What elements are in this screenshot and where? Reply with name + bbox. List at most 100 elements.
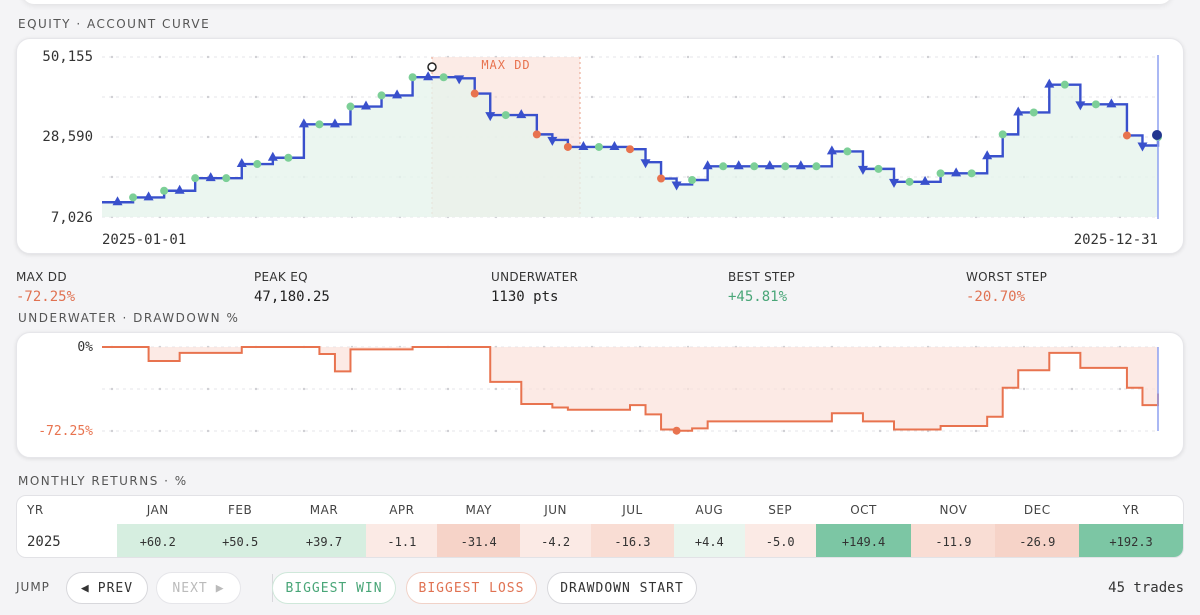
win-trade-marker[interactable] <box>501 111 510 120</box>
buy-marker[interactable] <box>826 145 837 155</box>
monthly-header-row: YR JAN FEB MAR APR MAY JUN JUL AUG SEP OCT NOV DEC YR <box>17 496 1183 524</box>
buy-marker[interactable] <box>361 100 371 110</box>
sell-marker[interactable] <box>547 136 558 146</box>
grid-dot <box>302 55 306 59</box>
sell-marker[interactable] <box>857 165 868 175</box>
win-trade-marker[interactable] <box>1029 108 1038 117</box>
month-header-dec: DEC <box>1023 503 1051 517</box>
stat-underwater: UNDERWATER 1130 pts <box>491 270 578 305</box>
buy-marker[interactable] <box>112 196 123 206</box>
win-trade-marker[interactable] <box>936 169 945 178</box>
grid-dot <box>974 55 978 59</box>
buy-marker[interactable] <box>516 109 527 119</box>
grid-dot <box>302 429 306 433</box>
buy-marker[interactable] <box>423 71 434 81</box>
buy-marker[interactable] <box>1106 98 1117 108</box>
grid-dot <box>206 387 210 391</box>
sell-marker[interactable] <box>889 178 899 188</box>
loss-trade-marker[interactable] <box>657 174 666 183</box>
buy-marker[interactable] <box>143 191 154 201</box>
peak-marker[interactable] <box>427 62 437 72</box>
win-trade-marker[interactable] <box>160 186 169 195</box>
win-trade-marker[interactable] <box>315 120 324 129</box>
win-trade-marker[interactable] <box>222 174 231 183</box>
win-trade-marker[interactable] <box>874 164 883 173</box>
win-trade-marker[interactable] <box>781 162 790 171</box>
grid-dot <box>110 429 114 433</box>
loss-trade-marker[interactable] <box>532 130 541 139</box>
buy-marker[interactable] <box>609 140 620 150</box>
month-header-jan: JAN <box>146 503 169 517</box>
win-trade-marker[interactable] <box>719 162 728 171</box>
sell-marker[interactable] <box>640 159 651 169</box>
buy-marker[interactable] <box>174 184 185 194</box>
buy-marker[interactable] <box>1013 106 1024 116</box>
win-trade-marker[interactable] <box>284 153 293 162</box>
stat-label: BEST STEP <box>728 270 796 284</box>
stat-value: 47,180.25 <box>254 289 330 305</box>
buy-marker[interactable] <box>920 175 931 185</box>
grid-dot <box>158 175 162 179</box>
sell-marker[interactable] <box>454 75 465 85</box>
buy-marker[interactable] <box>951 167 962 177</box>
month-return-cell: -31.4 <box>437 524 521 557</box>
buy-marker[interactable] <box>764 160 775 170</box>
month-return-cell: +4.4 <box>673 524 745 557</box>
grid-dot <box>1070 429 1074 433</box>
sell-marker[interactable] <box>1137 142 1148 152</box>
drawdown-area <box>102 347 1158 431</box>
loss-trade-marker[interactable] <box>1122 131 1131 140</box>
grid-dot <box>254 135 258 139</box>
month-return-cell: -11.9 <box>911 524 996 557</box>
buy-marker[interactable] <box>733 160 744 170</box>
win-trade-marker[interactable] <box>191 174 200 183</box>
sell-marker[interactable] <box>485 112 496 122</box>
buy-marker[interactable] <box>329 118 340 128</box>
win-trade-marker[interactable] <box>843 147 852 156</box>
win-trade-marker[interactable] <box>253 160 262 169</box>
sell-marker[interactable] <box>671 181 682 191</box>
loss-trade-marker[interactable] <box>470 89 479 98</box>
grid-dot <box>1022 387 1026 391</box>
equity-end-point[interactable] <box>1152 130 1162 140</box>
win-trade-marker[interactable] <box>439 73 448 82</box>
next-button[interactable]: NEXT ▶ <box>156 572 241 604</box>
sell-marker[interactable] <box>1075 101 1086 111</box>
buy-marker[interactable] <box>795 160 806 170</box>
win-trade-marker[interactable] <box>998 130 1007 139</box>
drawdown-start-button[interactable]: DRAWDOWN START <box>547 572 697 604</box>
win-trade-marker[interactable] <box>129 193 138 202</box>
buy-marker[interactable] <box>267 151 278 161</box>
win-trade-marker[interactable] <box>1060 80 1069 89</box>
win-trade-marker[interactable] <box>812 162 821 171</box>
monthly-data-row: 2025 +60.2 +50.5 +39.7 -1.1 -31.4 -4.2 -16.3 +4.… <box>17 524 1183 557</box>
buy-marker[interactable] <box>205 172 216 182</box>
loss-trade-marker[interactable] <box>563 142 572 151</box>
grid-dot <box>782 55 786 59</box>
grid-dot <box>350 429 354 433</box>
loss-trade-marker[interactable] <box>626 145 634 154</box>
buy-marker[interactable] <box>702 160 713 170</box>
buy-marker[interactable] <box>982 150 993 160</box>
win-trade-marker[interactable] <box>377 91 386 100</box>
grid-dot <box>1118 387 1122 391</box>
buy-marker[interactable] <box>1044 78 1055 88</box>
win-trade-marker[interactable] <box>688 175 697 184</box>
win-trade-marker[interactable] <box>1091 100 1100 109</box>
prev-button[interactable]: ◀ PREV <box>66 572 148 604</box>
win-trade-marker[interactable] <box>408 73 417 82</box>
biggest-loss-button[interactable]: BIGGEST LOSS <box>406 572 537 604</box>
max-drawdown-point[interactable] <box>672 426 681 435</box>
buy-marker[interactable] <box>578 140 589 150</box>
underwater-title: UNDERWATER · DRAWDOWN % <box>18 311 240 325</box>
month-header-feb: FEB <box>228 503 253 517</box>
buy-marker[interactable] <box>392 89 403 99</box>
biggest-win-button[interactable]: BIGGEST WIN <box>272 572 396 604</box>
buy-marker[interactable] <box>298 118 309 128</box>
win-trade-marker[interactable] <box>750 162 759 171</box>
win-trade-marker[interactable] <box>594 142 603 151</box>
win-trade-marker[interactable] <box>905 177 914 186</box>
win-trade-marker[interactable] <box>967 169 976 178</box>
buy-marker[interactable] <box>236 158 247 168</box>
win-trade-marker[interactable] <box>346 102 355 111</box>
